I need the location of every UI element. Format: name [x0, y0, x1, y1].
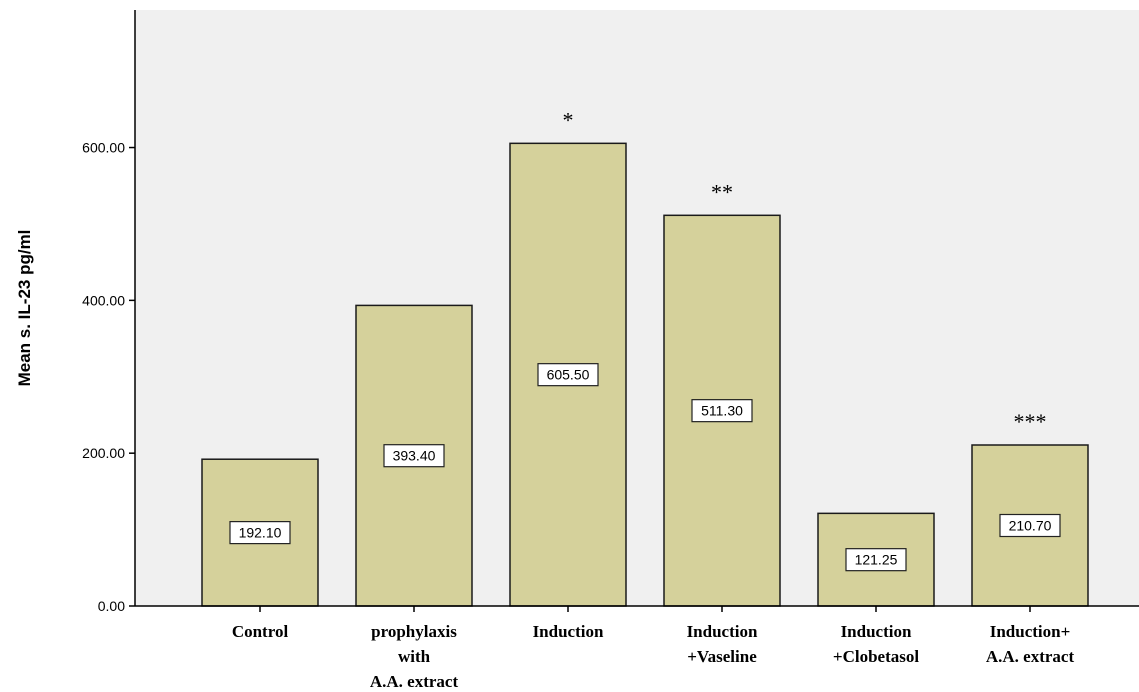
x-tick-label: Induction [533, 622, 604, 641]
x-tick-label: Induction +Clobetasol [833, 622, 919, 666]
x-tick-label: Induction +Vaseline [687, 622, 758, 666]
significance-marker: * [563, 107, 574, 132]
x-tick-label: Induction+ A.A. extract [986, 622, 1075, 666]
x-ticks-layer: Control prophylaxis with A.A. extract Induct… [232, 606, 1075, 691]
significance-marker: *** [1014, 409, 1047, 434]
data-label: 192.10 [239, 525, 282, 541]
y-axis-label: Mean s. IL-23 pg/ml [15, 230, 34, 387]
y-tick-label: 0.00 [98, 598, 125, 614]
x-tick-label: prophylaxis with A.A. extract [370, 622, 459, 691]
y-tick-label: 400.00 [82, 292, 125, 308]
significance-marker: ** [711, 179, 733, 204]
data-label: 210.70 [1009, 518, 1052, 534]
data-label: 393.40 [393, 448, 436, 464]
y-ticks-layer: 0.00 200.00 400.00 600.00 [82, 140, 135, 614]
y-tick-label: 200.00 [82, 445, 125, 461]
y-tick-label: 600.00 [82, 140, 125, 156]
data-label: 605.50 [547, 367, 590, 383]
data-label: 511.30 [701, 403, 743, 419]
x-tick-label: Control [232, 622, 289, 641]
data-label: 121.25 [855, 552, 898, 568]
